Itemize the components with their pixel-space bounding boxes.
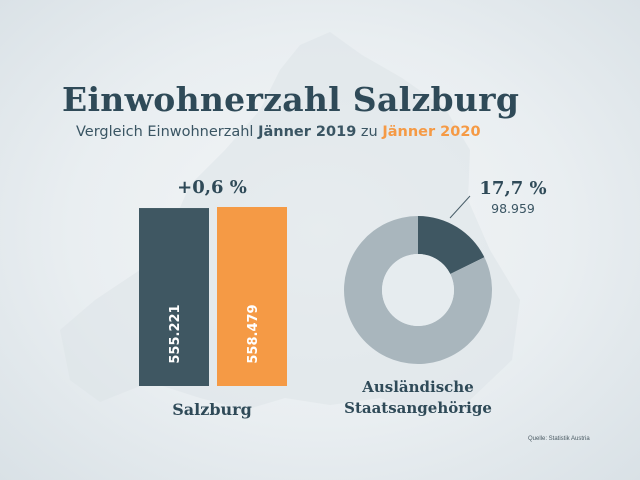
subtitle-year-2019: Jänner 2019 (258, 124, 357, 140)
subtitle-connector: zu (356, 124, 383, 140)
donut-percent-label: 17,7 % (479, 178, 546, 199)
donut-slice-2 (344, 216, 492, 365)
page-title: Einwohnerzahl Salzburg (62, 80, 520, 119)
donut-label-line2: Staatsangehörige (344, 399, 492, 417)
bar-value-label-2: 558.479 (246, 304, 261, 363)
bar-2 (217, 207, 287, 386)
bar-1 (139, 208, 209, 386)
bar-axis-label: Salzburg (172, 400, 252, 419)
subtitle-prefix: Vergleich Einwohnerzahl (76, 124, 259, 140)
donut-slice-1 (418, 216, 485, 275)
population-bar-chart: 555.221 558.479 (139, 207, 287, 386)
change-label: +0,6 % (177, 177, 247, 198)
donut-callout-line (449, 195, 471, 219)
source-note: Quelle: Statistik Austria (528, 436, 590, 442)
foreign-citizens-donut-chart (344, 216, 492, 365)
bar-value-label-1: 555.221 (168, 304, 183, 363)
subtitle: Vergleich Einwohnerzahl Jänner 2019 zu J… (76, 124, 481, 140)
subtitle-year-2020: Jänner 2020 (382, 124, 481, 140)
donut-hole (382, 254, 454, 326)
donut-label-line1: Ausländische (361, 378, 474, 396)
donut-value-label: 98.959 (491, 201, 535, 216)
